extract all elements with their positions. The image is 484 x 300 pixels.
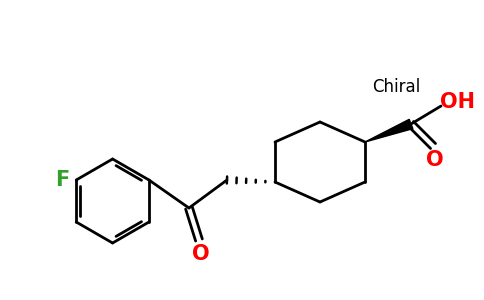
Text: O: O bbox=[426, 150, 444, 170]
Text: F: F bbox=[55, 170, 69, 190]
Text: Chiral: Chiral bbox=[372, 78, 420, 96]
Text: O: O bbox=[192, 244, 210, 264]
Polygon shape bbox=[365, 119, 413, 142]
Text: OH: OH bbox=[439, 92, 474, 112]
